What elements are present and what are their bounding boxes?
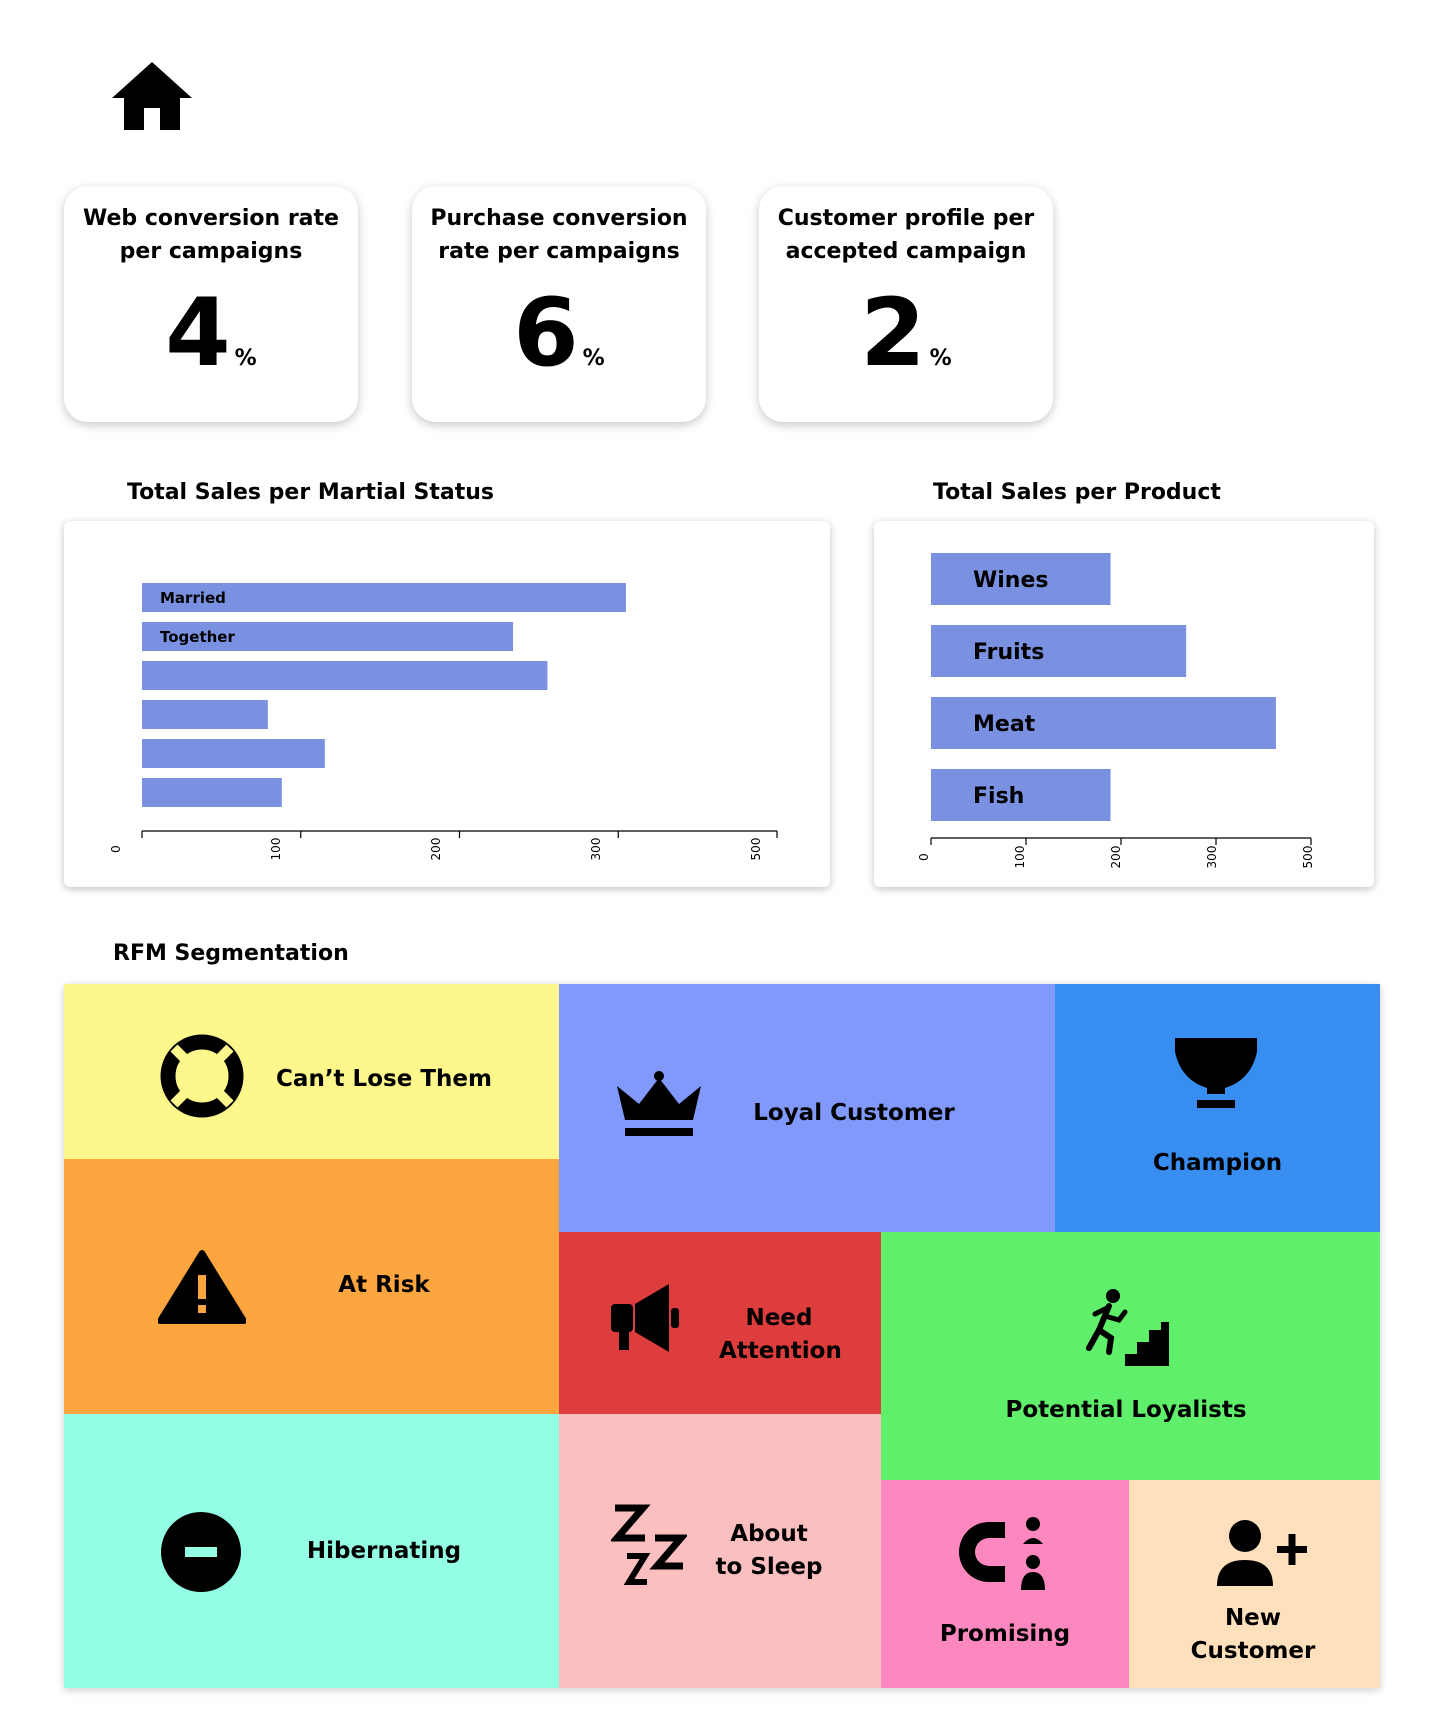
kpi-card-customer-profile: Customer profile per accepted campaign 2… [759,186,1053,422]
add-user-icon [1217,1520,1307,1586]
x-tick-label: 100 [1013,846,1027,869]
product-chart-title: Total Sales per Product [933,480,1221,505]
product-chart: Wines Fruits Meat Fish 0 100 200 300 500 [874,521,1374,887]
x-tick-label: 200 [1109,846,1123,869]
warning-icon [158,1250,246,1324]
lifebuoy-icon [160,1034,244,1118]
bar [931,553,1111,605]
marital-chart-title: Total Sales per Martial Status [127,480,495,505]
segment-label: Hibernating [306,1538,462,1564]
zzz-icon [611,1504,687,1585]
segment-label: At Risk [338,1272,430,1298]
bar [142,739,325,768]
segment-potential-loyalists[interactable]: Potential Loyalists [881,1232,1380,1480]
crown-icon [617,1071,701,1136]
kpi-title: Web conversion rate per campaigns [83,206,339,264]
trophy-icon [1175,1038,1257,1108]
segment-label-line1: New [1224,1605,1282,1631]
bar [142,583,626,612]
segment-label-line1: About [730,1521,808,1547]
kpi-unit: % [929,346,952,371]
segment-about-to-sleep[interactable]: About to Sleep [559,1414,881,1688]
marital-status-chart: Married Together 0 100 200 300 500 [64,521,830,887]
bar [142,700,268,729]
x-tick-label: 0 [917,853,931,861]
kpi-card-purchase-conversion: Purchase conversion rate per campaigns 6… [412,186,706,422]
segment-hibernating[interactable]: Hibernating [64,1414,559,1688]
bar [142,622,514,651]
segment-label-line2: to Sleep [715,1554,823,1580]
segment-label-line1: Need [745,1305,813,1331]
bar-label: Fruits [973,640,1044,665]
x-tick-label: 500 [749,838,763,861]
stairs-climber-icon [1086,1289,1169,1366]
bar-label: Fish [973,784,1024,809]
home-icon[interactable] [110,58,194,134]
bar-label: Together [160,628,235,646]
bar [142,778,282,807]
bar-label: Married [160,589,226,607]
x-tick-label: 100 [269,838,283,861]
kpi-title: Purchase conversion rate per campaigns [430,206,688,264]
segment-need-attention[interactable]: Need Attention [559,1232,881,1414]
kpi-card-web-conversion: Web conversion rate per campaigns 4% [64,186,358,422]
minus-circle-icon [161,1512,241,1592]
segment-label: Loyal Customer [753,1100,955,1126]
segment-loyal-customer[interactable]: Loyal Customer [559,984,1055,1232]
magnet-people-icon [959,1517,1045,1590]
x-tick-label: 0 [109,845,123,853]
segment-label: Promising [939,1621,1071,1647]
kpi-value: 2% [759,286,1053,382]
product-chart-svg: Wines Fruits Meat Fish 0 100 200 300 500 [917,553,1315,869]
segment-champion[interactable]: Champion [1055,984,1380,1232]
segment-label: Champion [1152,1150,1283,1176]
segment-label: Can’t Lose Them [276,1066,492,1092]
segment-at-risk[interactable]: At Risk [64,1159,559,1414]
x-tick-label: 500 [1301,846,1315,869]
rfm-title: RFM Segmentation [113,941,349,966]
bar-label: Meat [973,712,1036,737]
megaphone-icon [611,1284,679,1352]
kpi-number: 4 [165,279,230,388]
kpi-unit: % [234,346,257,371]
segment-label-line2: Customer [1190,1638,1316,1664]
segment-label-line2: Attention [719,1338,842,1364]
bar [142,661,548,690]
kpi-value: 4% [64,286,358,382]
x-tick-label: 300 [1205,846,1219,869]
bar [931,697,1276,749]
bar [931,769,1111,821]
segment-new-customer[interactable]: New Customer [1129,1480,1380,1688]
x-tick-label: 300 [589,838,603,861]
kpi-title: Customer profile per accepted campaign [777,206,1035,264]
segment-cant-lose-them[interactable]: Can’t Lose Them [64,984,559,1159]
kpi-number: 2 [860,279,925,388]
kpi-value: 6% [412,286,706,382]
kpi-number: 6 [513,279,578,388]
bar [931,625,1187,677]
marital-status-chart-svg: Married Together 0 100 200 300 500 [109,583,778,861]
segment-promising[interactable]: Promising [881,1480,1129,1688]
rfm-treemap: Can’t Lose Them Loyal Customer Champion … [64,984,1380,1688]
segment-label: Potential Loyalists [1005,1397,1247,1423]
kpi-unit: % [582,346,605,371]
bar-label: Wines [973,568,1049,593]
x-tick-label: 200 [429,838,443,861]
